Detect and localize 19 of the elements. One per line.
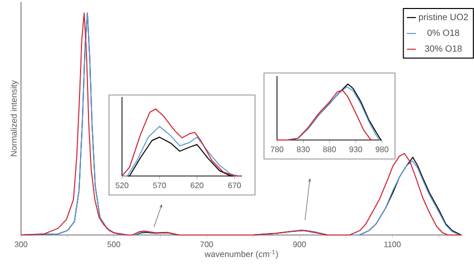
x-tick-label: 520 [116,182,128,188]
x-tick-label: 570 [153,182,166,188]
x-tick-label: 300 [14,242,28,248]
y-axis-title: Normalized intensity [10,80,18,156]
x-tick-label: 620 [190,182,204,188]
x-axis-title: wavenumber (cm$^{-1}$) [204,250,278,259]
x-tick-label: 980 [376,146,388,152]
x-tick-label: 830 [296,146,310,152]
legend-label: 0% O18 [427,30,460,36]
x-tick-label: 880 [323,146,336,152]
x-tick-label: 1100 [384,242,401,248]
x-tick-label: 930 [349,146,362,152]
x-tick-label: 780 [270,146,284,152]
legend-label: 30% O18 [424,45,462,52]
x-tick-label: 900 [293,242,306,248]
legend-label: pristine UO2 [418,14,468,22]
x-tick-label: 670 [228,182,241,188]
x-tick-label: 500 [107,242,120,248]
x-tick-label: 700 [200,242,214,248]
